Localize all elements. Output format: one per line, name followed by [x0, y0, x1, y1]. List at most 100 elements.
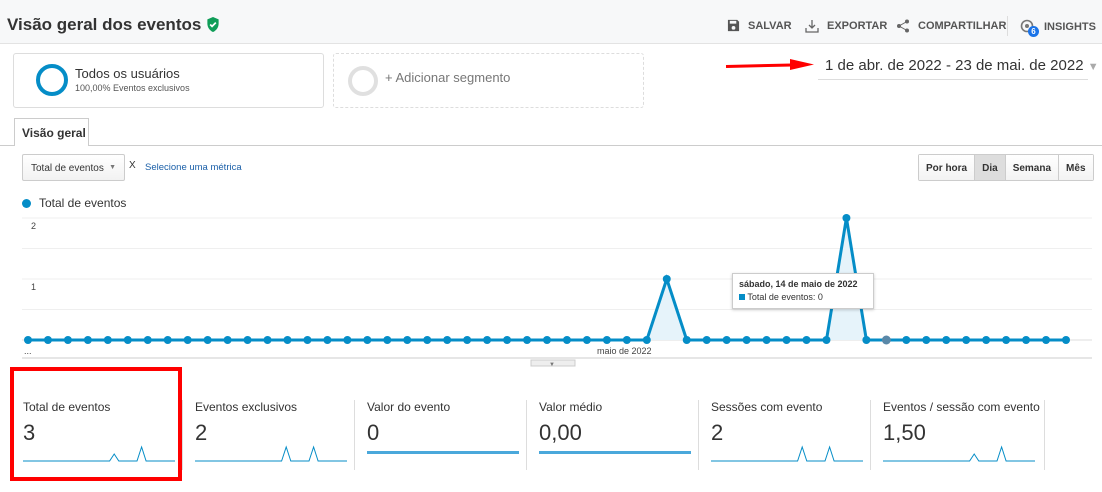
data-point — [503, 336, 512, 344]
data-point — [722, 336, 731, 344]
metric-dropdown-value: Total de eventos — [31, 163, 104, 174]
data-point — [922, 336, 931, 344]
data-point — [782, 336, 791, 344]
remove-metric-button[interactable]: X — [129, 160, 136, 171]
metric-dropdown[interactable]: Total de eventos ▼ — [22, 154, 125, 181]
data-point — [642, 336, 651, 344]
data-point — [562, 336, 571, 344]
tooltip-value: Total de eventos: 0 — [747, 292, 823, 302]
metric-value: 2 — [711, 420, 724, 445]
save-icon — [727, 19, 740, 32]
sparkline-flat — [367, 451, 519, 454]
insights-button[interactable]: 6 INSIGHTS — [1020, 19, 1096, 37]
y-tick-label: 2 — [31, 221, 36, 231]
granularity-month[interactable]: Mês — [1059, 155, 1093, 180]
chart-legend: Total de eventos — [22, 196, 126, 210]
granularity-group: Por hora Dia Semana Mês — [918, 154, 1094, 181]
sparkline-line — [195, 445, 347, 462]
share-label: COMPARTILHAR — [918, 20, 1007, 32]
metric-card[interactable]: Total de eventos 3 — [10, 400, 182, 470]
data-point — [443, 336, 452, 344]
metric-value: 3 — [23, 420, 36, 445]
granularity-week[interactable]: Semana — [1005, 155, 1060, 180]
share-button[interactable]: COMPARTILHAR — [896, 19, 1006, 33]
metric-separator — [1044, 400, 1045, 470]
sparkline-line — [711, 445, 863, 462]
select-metric-link[interactable]: Selecione uma métrica — [145, 162, 242, 173]
data-point — [1022, 336, 1031, 344]
data-point — [702, 336, 711, 344]
metric-card[interactable]: Eventos / sessão com evento 1,50 — [870, 400, 1042, 470]
save-button[interactable]: SALVAR — [727, 19, 792, 32]
metric-card[interactable]: Sessões com evento 2 — [698, 400, 870, 470]
date-underline — [818, 79, 1088, 80]
metric-separator — [526, 400, 527, 470]
metric-card[interactable]: Eventos exclusivos 2 — [182, 400, 354, 470]
data-point — [802, 336, 811, 344]
data-point — [582, 336, 591, 344]
metric-label: Sessões com evento — [711, 400, 823, 414]
red-arrow-annotation — [725, 59, 814, 70]
data-point — [463, 336, 472, 344]
data-point — [223, 336, 232, 344]
data-point — [63, 336, 72, 344]
sparkline-flat — [539, 451, 691, 454]
granularity-hourly[interactable]: Por hora — [919, 155, 976, 180]
granularity-day[interactable]: Dia — [975, 155, 1006, 180]
data-point — [343, 336, 352, 344]
empty-segment-icon — [348, 66, 378, 96]
tab-overview[interactable]: Visão geral — [14, 118, 89, 146]
data-point — [303, 336, 312, 344]
data-point — [762, 336, 771, 344]
metric-value: 0 — [367, 420, 380, 445]
metric-label: Eventos / sessão com evento — [883, 400, 1040, 414]
metric-card[interactable]: Valor do evento 0 — [354, 400, 526, 470]
data-point — [423, 336, 432, 344]
export-label: EXPORTAR — [827, 20, 888, 32]
data-point — [962, 336, 971, 344]
data-point — [1002, 336, 1011, 344]
tooltip-swatch-icon — [739, 294, 745, 300]
title-text: Visão geral dos eventos — [7, 15, 202, 34]
metric-value: 1,50 — [883, 420, 926, 445]
metric-separator — [354, 400, 355, 470]
data-point — [323, 336, 332, 344]
events-chart: 1 2... maio de 2022 ▼ — [22, 214, 1092, 368]
data-point — [822, 336, 831, 344]
add-segment-button[interactable]: + Adicionar segmento — [333, 53, 644, 108]
data-point — [103, 336, 112, 344]
metric-card[interactable]: Valor médio 0,00 — [526, 400, 698, 470]
metric-separator — [698, 400, 699, 470]
data-point — [123, 336, 132, 344]
metric-sparkline — [367, 451, 519, 454]
metric-value: 2 — [195, 420, 208, 445]
metric-sparkline — [883, 445, 1035, 462]
data-point — [862, 336, 871, 344]
page-title: Visão geral dos eventos — [7, 15, 220, 35]
segment-all-users[interactable]: Todos os usuários 100,00% Eventos exclus… — [13, 53, 324, 108]
segment-ring-icon — [36, 64, 68, 96]
data-point — [602, 336, 611, 344]
sparkline-line — [883, 445, 1035, 462]
toolbar-divider — [1007, 16, 1008, 36]
data-point — [24, 336, 32, 344]
data-point — [263, 336, 272, 344]
date-range-text: 1 de abr. de 2022 - 23 de mai. de 2022 — [825, 57, 1084, 74]
metric-label: Valor do evento — [367, 400, 451, 414]
data-point — [163, 336, 172, 344]
metric-label: Total de eventos — [23, 400, 111, 414]
metric-value: 0,00 — [539, 420, 582, 445]
metric-separator — [182, 400, 183, 470]
data-point — [1062, 336, 1070, 344]
share-icon — [897, 19, 909, 33]
date-range-picker[interactable]: 1 de abr. de 2022 - 23 de mai. de 2022 ▼ — [825, 57, 1099, 74]
export-button[interactable]: EXPORTAR — [805, 19, 887, 33]
y-tick-label: 1 — [31, 282, 36, 292]
legend-label: Total de eventos — [39, 196, 127, 210]
data-point — [742, 336, 751, 344]
data-point — [842, 214, 851, 222]
data-point — [622, 336, 631, 344]
chart-tooltip: sábado, 14 de maio de 2022 Total de even… — [732, 273, 874, 309]
add-segment-label: + Adicionar segmento — [385, 70, 511, 85]
data-point — [543, 336, 551, 344]
